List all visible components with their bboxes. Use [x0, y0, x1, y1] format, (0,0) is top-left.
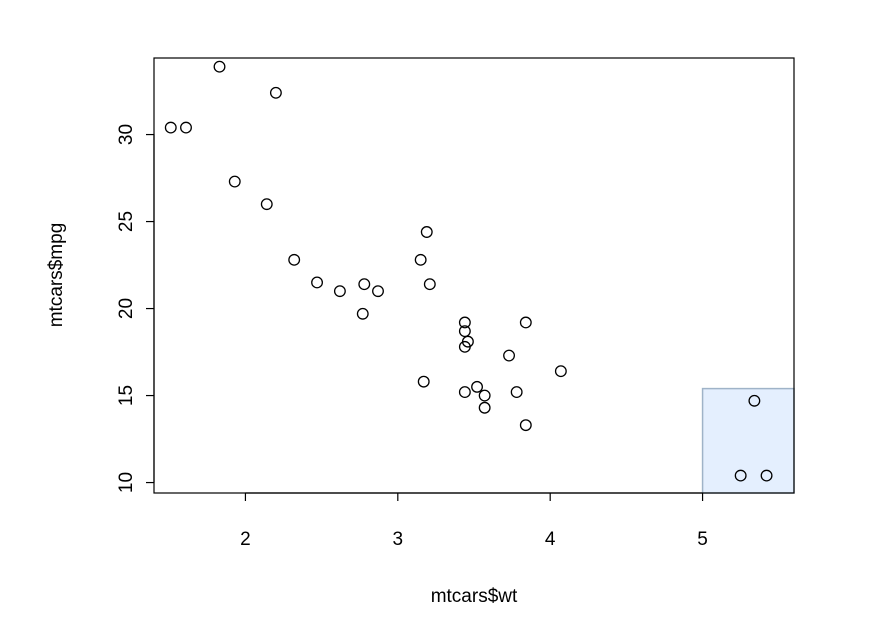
data-point — [519, 419, 532, 432]
data-point — [734, 469, 747, 482]
x-tick-label: 3 — [393, 529, 404, 550]
data-point — [333, 285, 346, 298]
data-point — [478, 401, 491, 414]
x-axis-label: mtcars$wt — [431, 586, 518, 607]
data-point — [554, 365, 567, 378]
data-point — [358, 278, 371, 291]
selection-layer — [701, 387, 795, 494]
data-point — [311, 276, 323, 289]
y-tick-label: 25 — [116, 211, 137, 232]
data-point — [288, 253, 301, 266]
x-tick-label: 5 — [697, 529, 708, 550]
x-tick-label: 4 — [545, 529, 556, 550]
data-point — [478, 389, 491, 402]
data-point — [458, 340, 471, 353]
data-point — [503, 349, 515, 362]
data-point — [760, 469, 773, 482]
data-point — [458, 316, 471, 329]
plot-frame — [153, 57, 795, 494]
data-point — [414, 253, 427, 266]
y-tick-label: 20 — [116, 298, 137, 319]
y-tick-label: 15 — [116, 385, 137, 406]
data-point — [748, 394, 761, 407]
data-point — [458, 325, 471, 338]
data-point — [356, 307, 369, 320]
data-point — [372, 285, 384, 298]
data-point — [213, 60, 226, 73]
y-tick-label: 10 — [116, 472, 137, 493]
data-point — [180, 121, 192, 134]
data-point — [510, 386, 523, 399]
data-point — [519, 316, 532, 329]
data-point — [269, 86, 282, 99]
data-point — [420, 226, 433, 238]
data-point — [260, 198, 273, 211]
selection-rectangle[interactable] — [701, 387, 795, 494]
y-axis-label: mtcars$mpg — [46, 223, 67, 328]
data-point — [423, 278, 436, 291]
points-layer — [164, 60, 773, 482]
y-axis: 10 15 20 25 30 — [116, 124, 155, 493]
data-point — [417, 375, 430, 388]
data-point — [228, 175, 241, 188]
data-point — [458, 386, 471, 399]
x-tick-label: 2 — [240, 529, 251, 550]
x-axis: 2 3 4 5 — [240, 492, 708, 550]
data-point — [471, 380, 483, 393]
y-tick-label: 30 — [116, 124, 137, 145]
data-point — [164, 121, 177, 134]
